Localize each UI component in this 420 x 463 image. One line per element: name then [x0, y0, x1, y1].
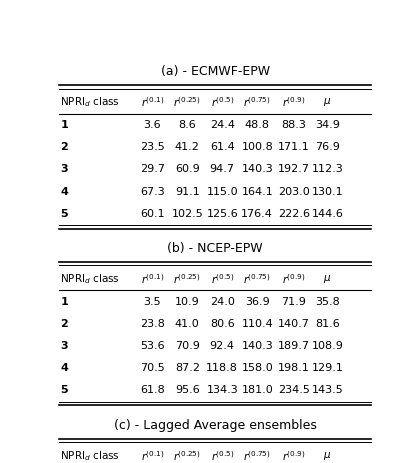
- Text: 3: 3: [60, 341, 68, 351]
- Text: 140.7: 140.7: [278, 319, 310, 329]
- Text: 24.0: 24.0: [210, 297, 235, 307]
- Text: 60.1: 60.1: [140, 209, 165, 219]
- Text: 115.0: 115.0: [207, 187, 238, 197]
- Text: 130.1: 130.1: [312, 187, 343, 197]
- Text: 140.3: 140.3: [241, 164, 273, 175]
- Text: $r^{(0.1)}$: $r^{(0.1)}$: [141, 95, 164, 109]
- Text: $\mu$: $\mu$: [323, 273, 331, 285]
- Text: 203.0: 203.0: [278, 187, 310, 197]
- Text: $r^{(0.75)}$: $r^{(0.75)}$: [244, 449, 271, 463]
- Text: 34.9: 34.9: [315, 120, 340, 130]
- Text: 8.6: 8.6: [178, 120, 196, 130]
- Text: $r^{(0.25)}$: $r^{(0.25)}$: [173, 95, 201, 109]
- Text: 24.4: 24.4: [210, 120, 235, 130]
- Text: 41.0: 41.0: [175, 319, 200, 329]
- Text: 88.3: 88.3: [281, 120, 306, 130]
- Text: 94.7: 94.7: [210, 164, 235, 175]
- Text: 5: 5: [60, 385, 68, 395]
- Text: 29.7: 29.7: [140, 164, 165, 175]
- Text: 1: 1: [60, 120, 68, 130]
- Text: 112.3: 112.3: [312, 164, 343, 175]
- Text: 60.9: 60.9: [175, 164, 200, 175]
- Text: 53.6: 53.6: [140, 341, 165, 351]
- Text: 110.4: 110.4: [241, 319, 273, 329]
- Text: 36.9: 36.9: [245, 297, 270, 307]
- Text: (c) - Lagged Average ensembles: (c) - Lagged Average ensembles: [114, 419, 317, 432]
- Text: $r^{(0.9)}$: $r^{(0.9)}$: [282, 95, 305, 109]
- Text: 2: 2: [60, 142, 68, 152]
- Text: 181.0: 181.0: [241, 385, 273, 395]
- Text: 189.7: 189.7: [278, 341, 310, 351]
- Text: NPRI$_d$ class: NPRI$_d$ class: [60, 272, 120, 286]
- Text: 176.4: 176.4: [241, 209, 273, 219]
- Text: 91.1: 91.1: [175, 187, 200, 197]
- Text: 81.6: 81.6: [315, 319, 340, 329]
- Text: 4: 4: [60, 187, 68, 197]
- Text: 92.4: 92.4: [210, 341, 235, 351]
- Text: (b) - NCEP-EPW: (b) - NCEP-EPW: [168, 242, 263, 255]
- Text: 48.8: 48.8: [245, 120, 270, 130]
- Text: 125.6: 125.6: [206, 209, 238, 219]
- Text: 4: 4: [60, 363, 68, 373]
- Text: 1: 1: [60, 297, 68, 307]
- Text: 102.5: 102.5: [171, 209, 203, 219]
- Text: 3.6: 3.6: [144, 120, 161, 130]
- Text: 164.1: 164.1: [241, 187, 273, 197]
- Text: (a) - ECMWF-EPW: (a) - ECMWF-EPW: [161, 65, 270, 78]
- Text: NPRI$_d$ class: NPRI$_d$ class: [60, 95, 120, 109]
- Text: 71.9: 71.9: [281, 297, 306, 307]
- Text: 41.2: 41.2: [175, 142, 200, 152]
- Text: $r^{(0.5)}$: $r^{(0.5)}$: [210, 95, 234, 109]
- Text: $r^{(0.25)}$: $r^{(0.25)}$: [173, 272, 201, 286]
- Text: $\mu$: $\mu$: [323, 450, 331, 462]
- Text: $r^{(0.25)}$: $r^{(0.25)}$: [173, 449, 201, 463]
- Text: 35.8: 35.8: [315, 297, 340, 307]
- Text: 10.9: 10.9: [175, 297, 200, 307]
- Text: 108.9: 108.9: [312, 341, 343, 351]
- Text: 129.1: 129.1: [312, 363, 343, 373]
- Text: $r^{(0.9)}$: $r^{(0.9)}$: [282, 449, 305, 463]
- Text: 140.3: 140.3: [241, 341, 273, 351]
- Text: $r^{(0.9)}$: $r^{(0.9)}$: [282, 272, 305, 286]
- Text: 2: 2: [60, 319, 68, 329]
- Text: 144.6: 144.6: [312, 209, 343, 219]
- Text: 222.6: 222.6: [278, 209, 310, 219]
- Text: $r^{(0.5)}$: $r^{(0.5)}$: [210, 449, 234, 463]
- Text: 76.9: 76.9: [315, 142, 340, 152]
- Text: 192.7: 192.7: [278, 164, 310, 175]
- Text: 3: 3: [60, 164, 68, 175]
- Text: 158.0: 158.0: [241, 363, 273, 373]
- Text: 87.2: 87.2: [175, 363, 200, 373]
- Text: 3.5: 3.5: [144, 297, 161, 307]
- Text: 198.1: 198.1: [278, 363, 310, 373]
- Text: 70.5: 70.5: [140, 363, 165, 373]
- Text: NPRI$_d$ class: NPRI$_d$ class: [60, 449, 120, 463]
- Text: 95.6: 95.6: [175, 385, 200, 395]
- Text: 61.8: 61.8: [140, 385, 165, 395]
- Text: 5: 5: [60, 209, 68, 219]
- Text: 118.8: 118.8: [206, 363, 238, 373]
- Text: 171.1: 171.1: [278, 142, 310, 152]
- Text: 134.3: 134.3: [206, 385, 238, 395]
- Text: $r^{(0.1)}$: $r^{(0.1)}$: [141, 449, 164, 463]
- Text: 67.3: 67.3: [140, 187, 165, 197]
- Text: 23.8: 23.8: [140, 319, 165, 329]
- Text: $\mu$: $\mu$: [323, 96, 331, 108]
- Text: $r^{(0.75)}$: $r^{(0.75)}$: [244, 272, 271, 286]
- Text: 143.5: 143.5: [312, 385, 343, 395]
- Text: 70.9: 70.9: [175, 341, 200, 351]
- Text: 61.4: 61.4: [210, 142, 235, 152]
- Text: 23.5: 23.5: [140, 142, 165, 152]
- Text: 80.6: 80.6: [210, 319, 235, 329]
- Text: $r^{(0.75)}$: $r^{(0.75)}$: [244, 95, 271, 109]
- Text: 234.5: 234.5: [278, 385, 310, 395]
- Text: $r^{(0.5)}$: $r^{(0.5)}$: [210, 272, 234, 286]
- Text: 100.8: 100.8: [241, 142, 273, 152]
- Text: $r^{(0.1)}$: $r^{(0.1)}$: [141, 272, 164, 286]
